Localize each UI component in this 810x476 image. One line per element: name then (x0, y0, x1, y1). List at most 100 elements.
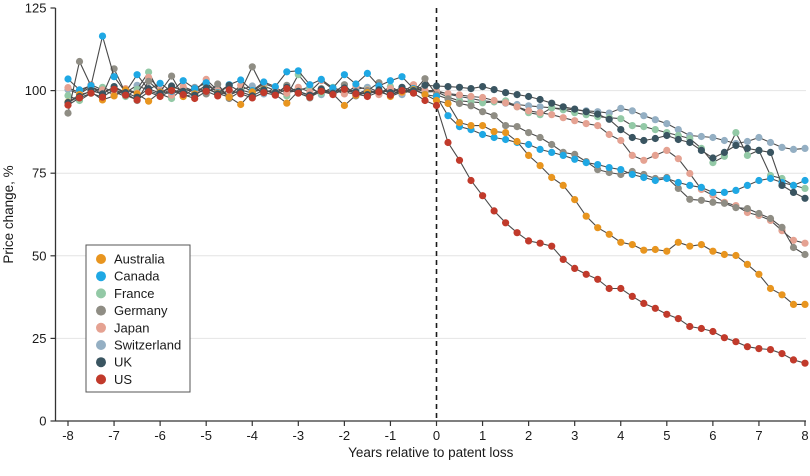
x-tick-label: 1 (479, 428, 486, 443)
data-point-switzerland (766, 138, 775, 147)
data-point-uk (594, 110, 602, 118)
data-point-japan (444, 90, 452, 98)
legend-swatch-australia (96, 254, 106, 264)
data-point-us (87, 89, 95, 97)
data-point-australia (789, 300, 798, 308)
data-point-uk (743, 144, 752, 152)
data-point-switzerland (778, 143, 786, 151)
data-point-japan (479, 93, 487, 102)
data-point-uk (455, 83, 464, 91)
data-point-australia (720, 250, 729, 259)
data-point-uk (640, 136, 648, 145)
data-point-uk (432, 82, 441, 90)
data-point-canada (801, 176, 809, 185)
legend-swatch-canada (96, 271, 106, 282)
data-point-us (455, 156, 464, 164)
data-point-us (628, 292, 636, 300)
data-point-australia (605, 230, 613, 238)
data-point-germany (778, 223, 786, 231)
data-point-us (340, 85, 348, 93)
data-point-us (479, 192, 487, 200)
data-point-canada (294, 67, 302, 75)
data-point-canada (617, 166, 625, 174)
data-point-uk (789, 188, 798, 196)
legend-label-germany: Germany (114, 303, 168, 318)
data-point-us (686, 322, 694, 331)
data-point-us (605, 284, 613, 293)
data-point-australia (536, 162, 544, 170)
data-point-germany (720, 199, 729, 207)
data-point-canada (398, 73, 406, 81)
data-point-us (225, 86, 233, 94)
data-point-uk (709, 154, 717, 162)
legend-swatch-uk (96, 357, 106, 368)
data-point-canada (651, 176, 659, 185)
data-point-germany (490, 112, 498, 120)
data-point-france (732, 129, 740, 137)
data-point-us (617, 284, 625, 293)
data-point-uk (686, 138, 694, 147)
data-point-us (306, 93, 314, 101)
data-point-us (260, 89, 268, 97)
data-point-us (283, 85, 291, 93)
data-point-australia (628, 241, 636, 249)
data-point-canada (386, 77, 394, 85)
data-point-canada (720, 188, 729, 196)
data-point-us (536, 239, 544, 247)
data-point-uk (778, 181, 786, 189)
data-point-australia (674, 238, 682, 246)
data-point-germany (686, 195, 694, 203)
legend-label-japan: Japan (114, 320, 149, 335)
data-point-us (317, 87, 325, 95)
data-point-us (571, 264, 579, 272)
y-tick-label: 25 (32, 331, 46, 346)
x-tick-label: -7 (108, 428, 120, 443)
x-tick-label: 8 (801, 428, 808, 443)
data-point-us (133, 96, 141, 104)
data-point-germany (479, 108, 487, 116)
data-point-australia (110, 92, 118, 100)
data-point-us (674, 315, 682, 323)
data-point-australia (490, 128, 498, 136)
data-point-japan (594, 122, 602, 130)
data-point-germany (755, 209, 763, 218)
data-point-switzerland (743, 137, 752, 146)
data-point-us (663, 310, 671, 318)
data-point-us (640, 299, 648, 307)
data-point-us (732, 338, 740, 346)
data-point-us (789, 356, 798, 364)
data-point-germany (548, 140, 556, 149)
data-point-canada (283, 68, 291, 76)
data-point-canada (363, 69, 371, 77)
data-point-canada (260, 78, 268, 86)
x-tick-label: -2 (339, 428, 351, 443)
data-point-france (617, 115, 625, 123)
data-point-uk (502, 89, 510, 97)
data-point-canada (502, 135, 510, 144)
data-point-uk (720, 148, 729, 156)
x-axis-title: Years relative to patent loss (348, 445, 514, 460)
data-point-japan (455, 91, 464, 99)
data-point-uk (525, 92, 533, 101)
data-point-us (363, 92, 371, 101)
data-point-australia (778, 291, 786, 299)
data-point-canada (329, 84, 337, 92)
data-point-canada (640, 173, 648, 182)
legend-label-switzerland: Switzerland (114, 338, 181, 353)
data-point-france (479, 99, 487, 107)
data-point-us (513, 229, 521, 237)
x-tick-label: -5 (200, 428, 212, 443)
data-point-canada (732, 186, 740, 194)
data-point-germany (697, 196, 706, 204)
data-point-us (329, 91, 337, 99)
data-point-australia (145, 97, 153, 105)
data-point-canada (674, 178, 682, 187)
data-point-canada (202, 79, 210, 87)
data-point-us (548, 242, 556, 250)
data-point-germany (467, 102, 475, 110)
data-point-us (525, 237, 533, 245)
data-point-canada (582, 159, 590, 167)
data-point-uk (801, 194, 809, 202)
data-point-australia (559, 181, 567, 189)
